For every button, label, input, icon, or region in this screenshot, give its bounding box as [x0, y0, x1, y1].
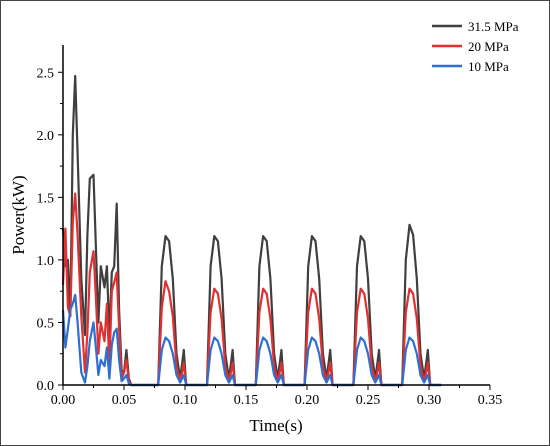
legend-label-2: 10 MPa [468, 59, 509, 74]
y-tick-label: 2.0 [37, 129, 55, 144]
y-tick-label: 0.0 [37, 379, 55, 394]
x-tick-label: 0.05 [112, 393, 137, 408]
axes [62, 45, 490, 386]
x-ticks: 0.00 0.05 0.10 0.15 0.20 0.25 0.30 0.35 [51, 385, 503, 408]
y-tick-label: 1.5 [37, 191, 55, 206]
x-tick-label: 0.15 [234, 393, 259, 408]
y-tick-label: 0.5 [37, 316, 55, 331]
x-tick-label: 0.35 [478, 393, 503, 408]
legend-label-0: 31.5 MPa [468, 19, 519, 34]
x-tick-label: 0.20 [295, 393, 320, 408]
legend: 31.5 MPa 20 MPa 10 MPa [432, 19, 519, 74]
y-ticks: 0.0 0.5 1.0 1.5 2.0 2.5 [37, 66, 63, 394]
y-axis-title: Power(kW) [9, 175, 28, 254]
legend-label-1: 20 MPa [468, 39, 509, 54]
x-tick-label: 0.10 [173, 393, 198, 408]
y-tick-label: 1.0 [37, 254, 55, 269]
x-tick-label: 0.30 [417, 393, 442, 408]
y-tick-label: 2.5 [37, 66, 55, 81]
plot-lines [61, 74, 442, 387]
x-axis-title: Time(s) [249, 416, 302, 435]
series-line-2 [61, 293, 442, 387]
x-tick-label: 0.25 [356, 393, 381, 408]
x-tick-label: 0.00 [51, 393, 76, 408]
